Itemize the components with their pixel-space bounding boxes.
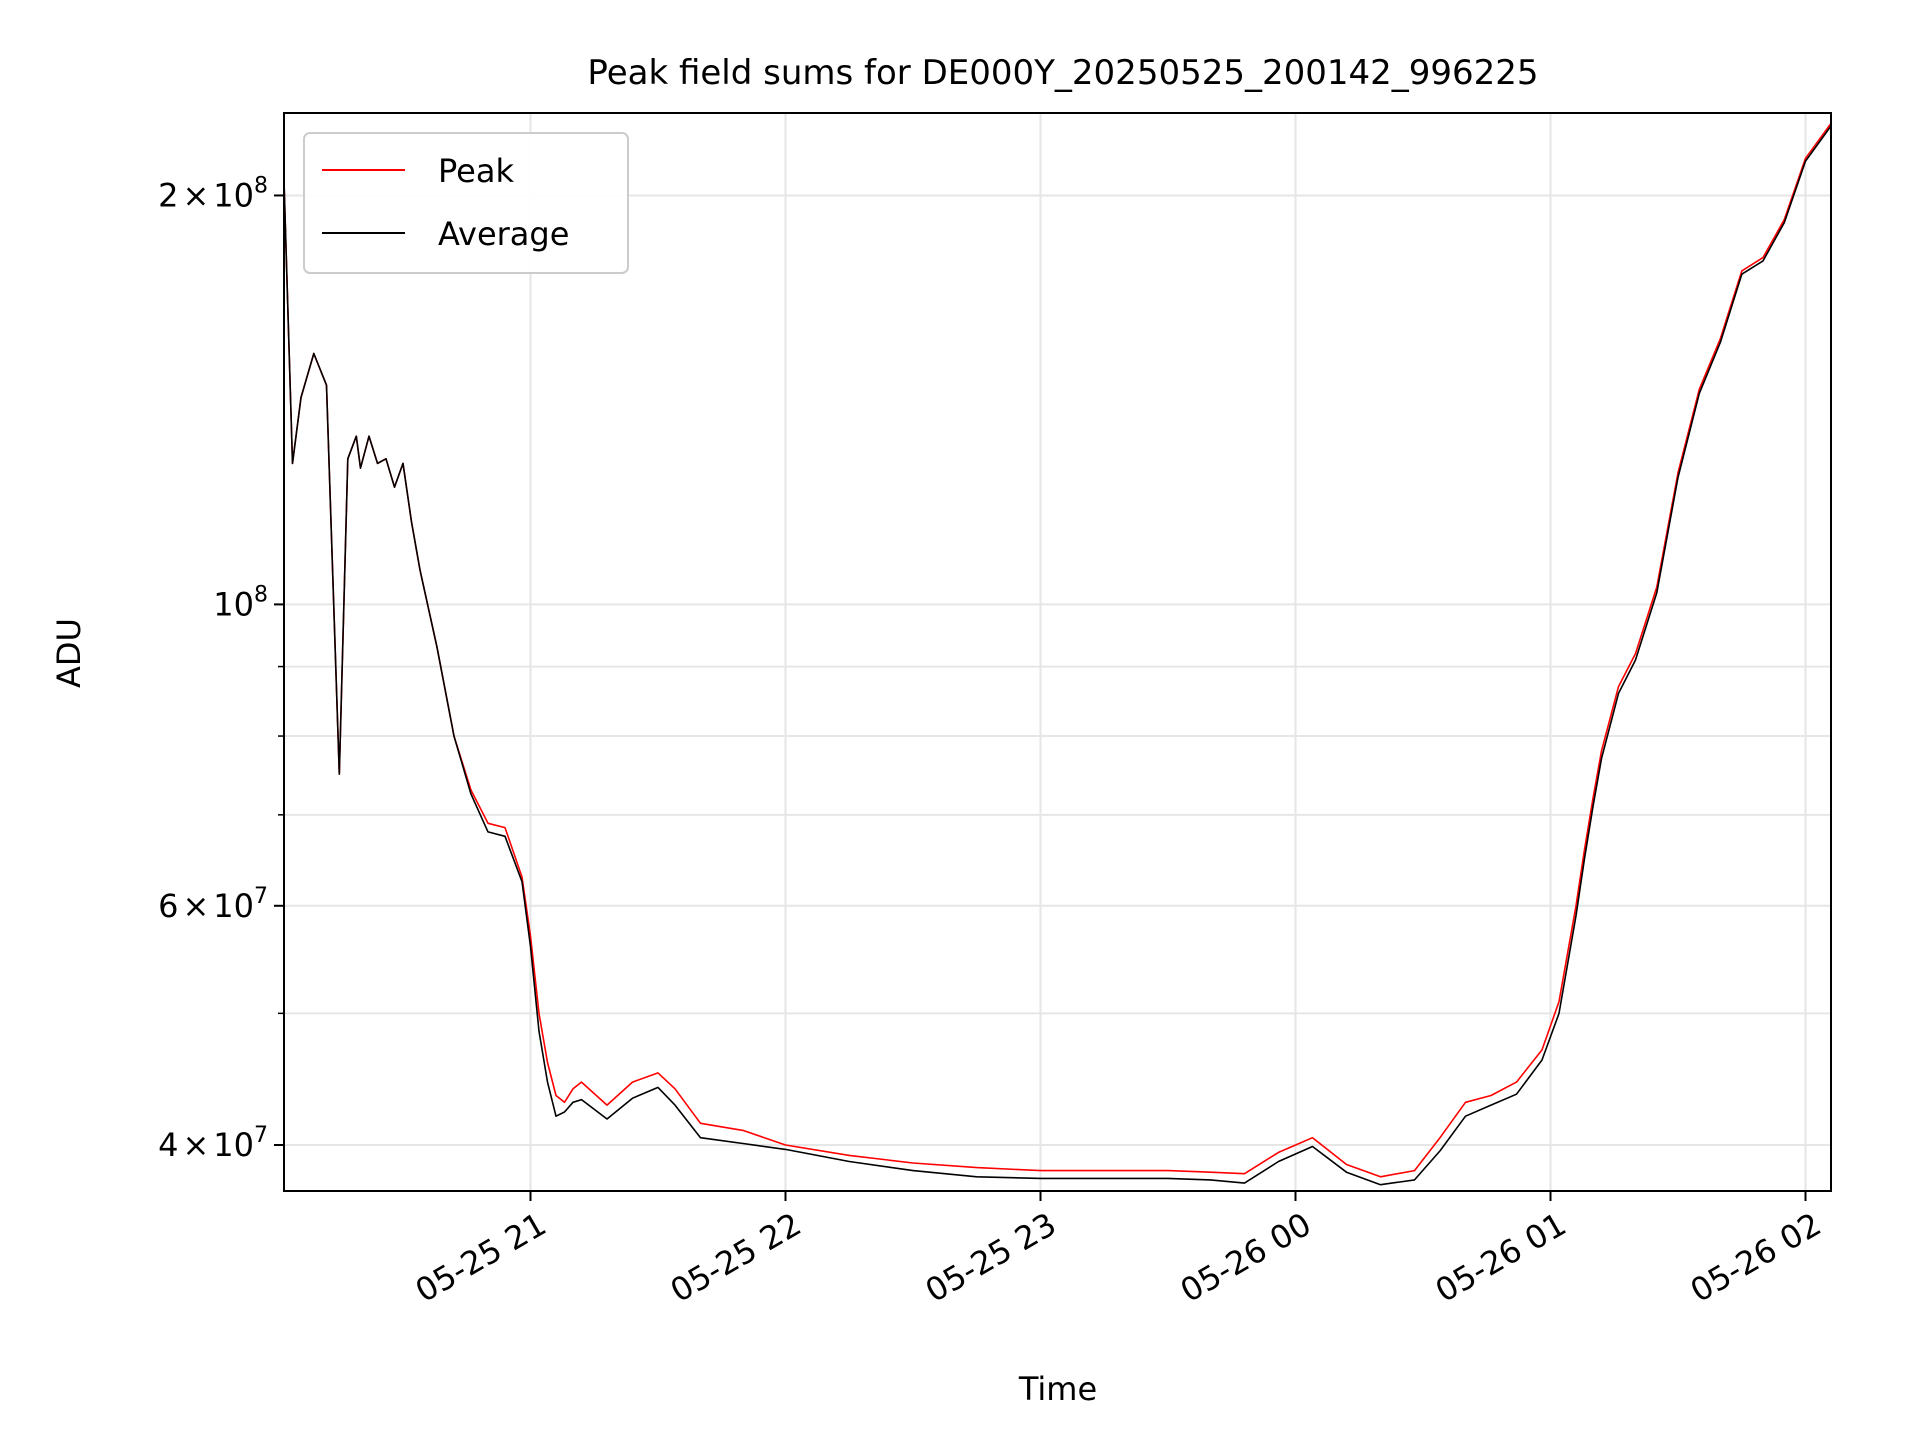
y-tick-label: 2 × 108	[158, 173, 268, 214]
chart-title: Peak field sums for DE000Y_20250525_2001…	[587, 53, 1538, 93]
series-line-average	[284, 125, 1831, 1186]
y-tick-label: 108	[213, 582, 268, 623]
legend-label-average: Average	[438, 215, 569, 253]
series-layer	[284, 122, 1831, 1186]
legend-box	[303, 132, 629, 274]
y-axis-label: ADU	[50, 618, 88, 688]
legend-label-peak: Peak	[438, 152, 514, 190]
y-axis: 4 × 107 6 × 107 108 2 × 108	[158, 173, 284, 1164]
y-tick-label: 6 × 107	[158, 884, 268, 925]
grid	[284, 113, 1831, 1191]
plot-frame	[283, 112, 1832, 1192]
legend: Peak Average	[303, 132, 629, 274]
plot-area	[284, 122, 1831, 1186]
x-axis-label: Time	[1018, 1370, 1097, 1408]
y-tick-label: 4 × 107	[158, 1123, 268, 1164]
